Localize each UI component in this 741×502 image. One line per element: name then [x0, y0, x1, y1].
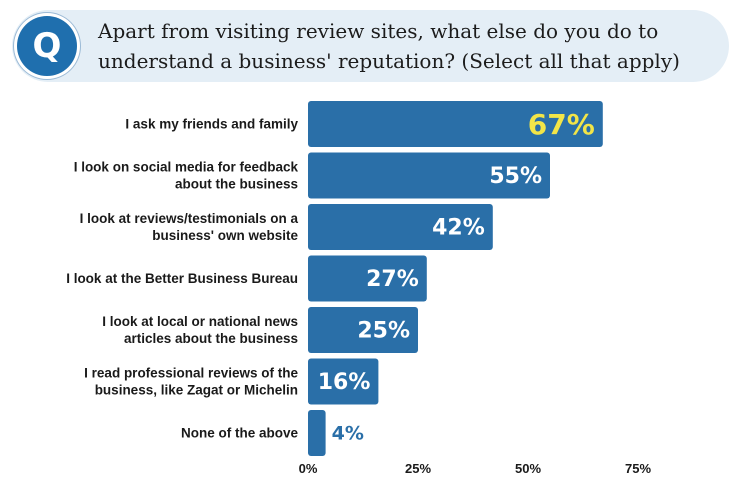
data-label-5: 16%: [318, 370, 371, 395]
question-badge: Q: [17, 16, 77, 76]
category-label-5-line-1: business, like Zagat or Michelin: [95, 383, 298, 398]
data-label-1: 55%: [489, 164, 542, 189]
category-label-2-line-1: business' own website: [152, 228, 298, 243]
question-badge-letter: Q: [32, 26, 62, 66]
category-label-1-line-0: I look on social media for feedback: [74, 160, 299, 175]
x-tick-label-1: 25%: [405, 461, 431, 476]
category-label-3-line-0: I look at the Better Business Bureau: [66, 271, 298, 286]
bar-2: [308, 204, 493, 250]
category-label-4-line-1: articles about the business: [124, 331, 298, 346]
category-label-0-line-0: I ask my friends and family: [125, 117, 298, 132]
data-label-3: 27%: [366, 267, 419, 292]
category-label-6-line-0: None of the above: [181, 426, 299, 441]
data-label-0: 67%: [528, 108, 595, 141]
x-tick-label-0: 0%: [299, 461, 318, 476]
bar-0: [308, 101, 603, 147]
bar-4: [308, 307, 418, 353]
data-label-2: 42%: [432, 216, 485, 241]
question-banner: [12, 10, 729, 82]
data-label-6: 4%: [332, 423, 364, 445]
x-tick-label-3: 75%: [625, 461, 651, 476]
question-text: Apart from visiting review sites, what e…: [98, 19, 680, 73]
category-label-4-line-0: I look at local or national news: [102, 314, 298, 329]
bar-5: [308, 358, 379, 405]
bar-3: [308, 255, 427, 302]
category-label-2-line-0: I look at reviews/testimonials on a: [80, 211, 299, 226]
data-label-4: 25%: [357, 319, 410, 344]
category-label-1-line-1: about the business: [175, 177, 298, 192]
category-label-5-line-0: I read professional reviews of the: [84, 366, 298, 381]
bar-6: [308, 410, 326, 456]
x-tick-label-2: 50%: [515, 461, 541, 476]
bar-1: [308, 152, 550, 199]
